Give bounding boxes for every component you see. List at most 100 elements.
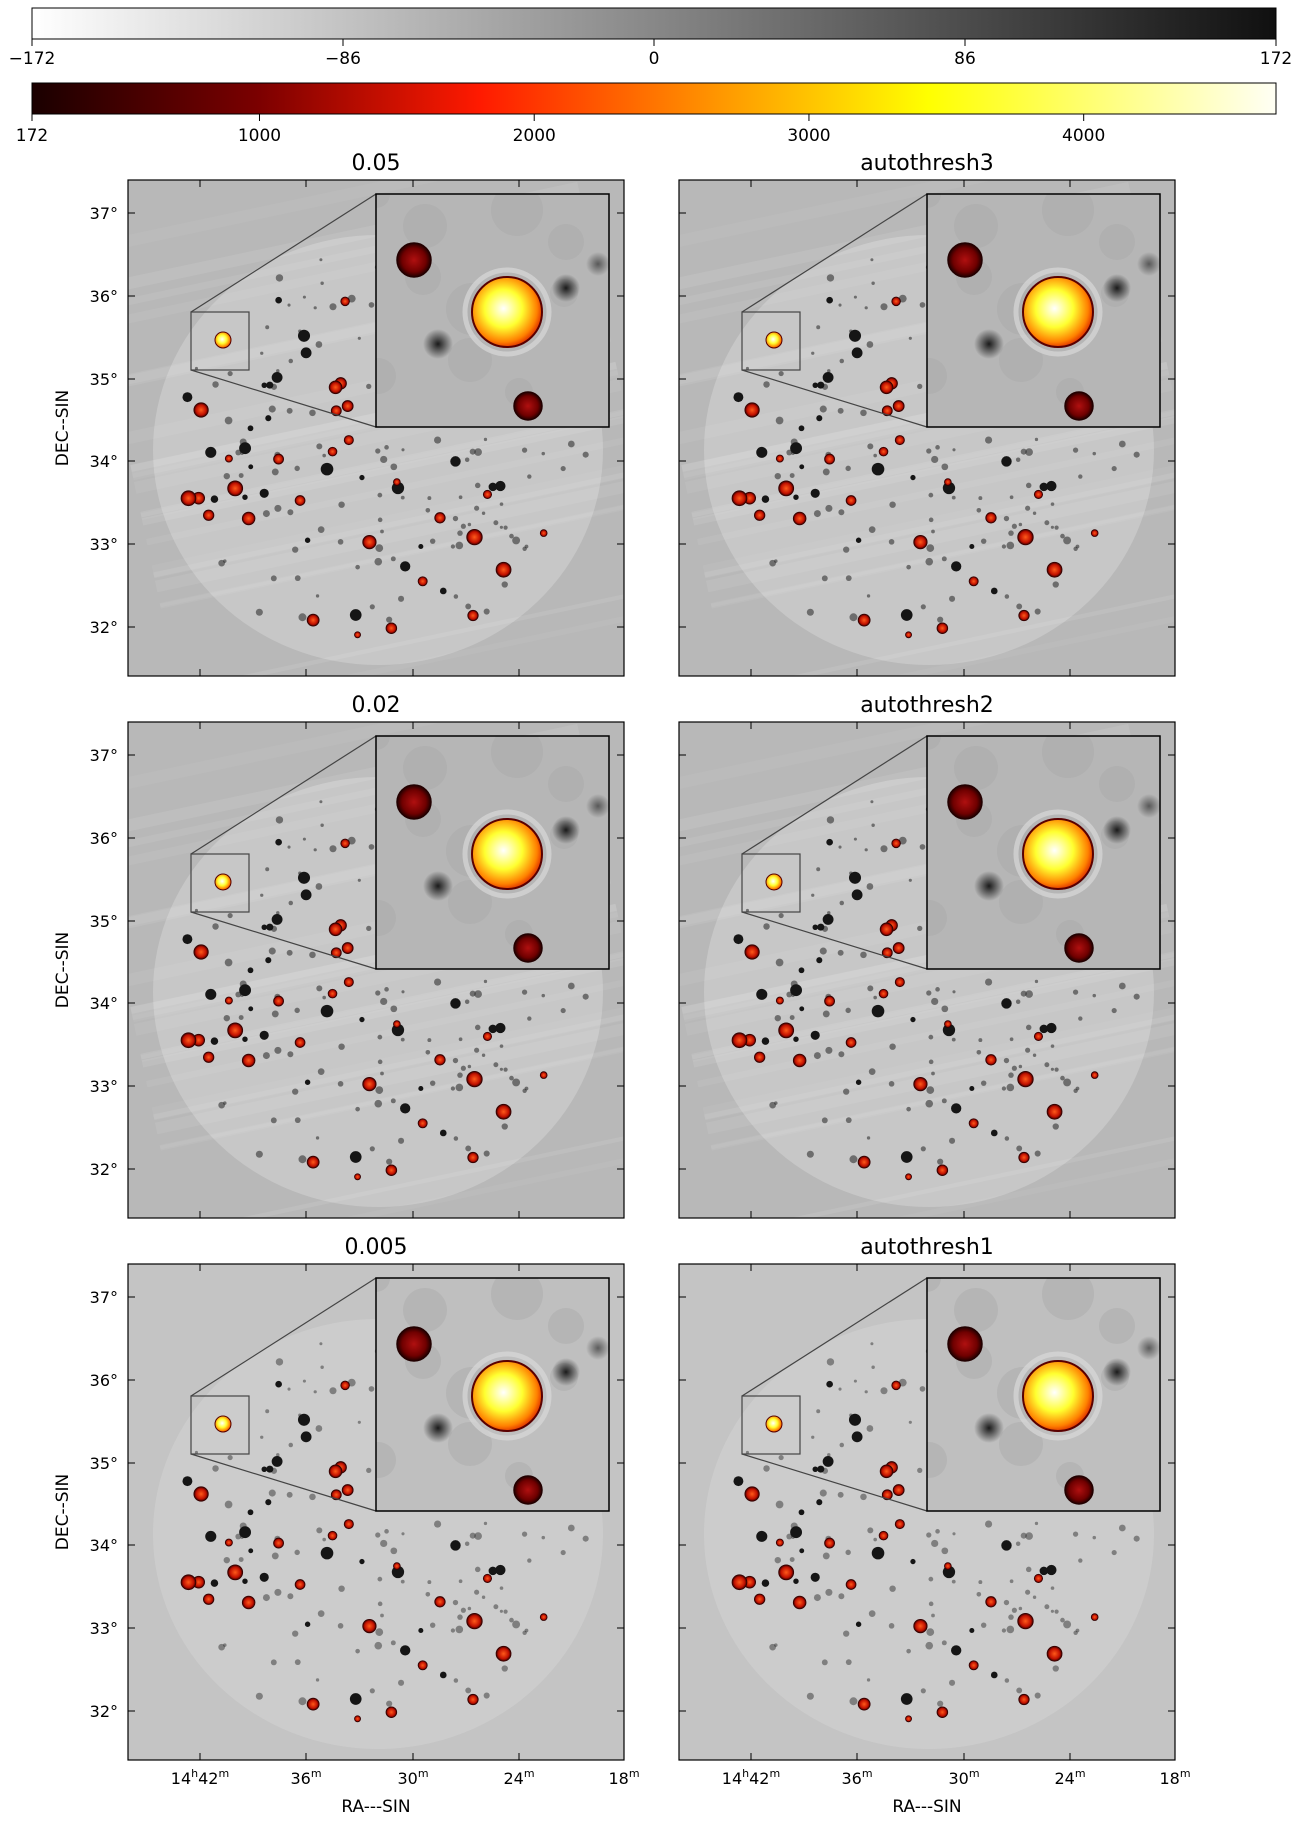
source-mark <box>450 1540 461 1551</box>
source-mark <box>242 1578 248 1584</box>
source-mark <box>810 1030 820 1040</box>
source-mark <box>871 1004 885 1018</box>
y-axis-label: DEC--SIN <box>53 1474 73 1551</box>
source-mark <box>985 1596 997 1608</box>
source-mark <box>466 1070 483 1088</box>
source-mark <box>894 435 905 446</box>
x-axis-label: RA---SIN <box>892 1797 961 1817</box>
source-mark <box>851 347 863 359</box>
source-mark <box>1046 1103 1063 1120</box>
source-mark <box>385 1164 398 1176</box>
source-mark <box>417 1118 428 1129</box>
source-mark <box>951 561 962 572</box>
source-mark <box>327 988 338 999</box>
source-mark <box>354 1173 361 1181</box>
source-mark <box>224 454 233 463</box>
inset-bright-source <box>471 818 543 890</box>
source-mark <box>482 1031 493 1041</box>
source-mark <box>418 1627 424 1634</box>
source-mark <box>495 561 512 578</box>
zoom-region-box <box>190 853 250 913</box>
source-mark <box>848 1413 862 1426</box>
inset-source <box>513 1475 543 1505</box>
source-mark <box>900 609 913 621</box>
source-mark <box>193 1486 209 1502</box>
source-mark <box>359 1558 365 1565</box>
source-mark <box>210 1579 219 1587</box>
source-mark <box>879 380 894 395</box>
source-mark <box>851 889 863 901</box>
source-mark <box>855 1079 862 1085</box>
source-mark <box>467 609 479 622</box>
source-mark <box>824 995 835 1007</box>
source-mark <box>1090 1613 1099 1621</box>
source-mark <box>951 1103 962 1114</box>
source-mark <box>969 543 975 550</box>
source-mark <box>297 1413 311 1426</box>
source-mark <box>968 576 979 587</box>
source-mark <box>450 456 461 467</box>
source-mark <box>810 1572 820 1582</box>
source-mark <box>193 944 209 960</box>
source-mark <box>417 576 428 587</box>
source-mark <box>879 1464 894 1479</box>
source-mark <box>1018 1693 1030 1706</box>
source-mark <box>327 1530 338 1541</box>
zoom-connector <box>741 911 928 970</box>
zoom-region-box <box>741 853 801 913</box>
source-mark <box>1018 609 1030 622</box>
source-mark <box>951 1645 962 1656</box>
source-mark <box>826 1380 833 1388</box>
zoom-connector <box>741 193 928 313</box>
source-mark <box>892 942 905 954</box>
source-mark <box>905 631 912 639</box>
inset-source <box>513 933 543 963</box>
bright-source <box>765 873 783 891</box>
source-mark <box>816 415 823 422</box>
source-mark <box>265 957 272 964</box>
y-tick-label: 36° <box>90 1371 118 1390</box>
source-mark <box>248 1006 254 1012</box>
zoom-region-box <box>190 311 250 371</box>
source-mark <box>488 1566 498 1576</box>
source-mark <box>266 381 274 389</box>
gray-colorbar-tick-label: 172 <box>1260 49 1292 69</box>
panel-3: 0.02 37° 36° 35° 34° 33° 32° DEC--SIN <box>53 693 625 1219</box>
source-mark <box>340 1380 350 1391</box>
source-mark <box>857 1155 871 1169</box>
source-mark <box>259 1030 269 1040</box>
source-mark <box>761 495 770 503</box>
source-mark <box>434 512 446 524</box>
source-mark <box>871 1546 885 1560</box>
source-mark <box>905 1715 912 1723</box>
source-mark <box>855 1621 862 1627</box>
source-mark <box>913 534 928 550</box>
source-mark <box>1001 998 1012 1009</box>
zoom-connector <box>741 1453 928 1512</box>
source-mark <box>1001 456 1012 467</box>
source-mark <box>761 1579 770 1587</box>
panel-title: autothresh3 <box>860 151 994 176</box>
source-mark <box>242 494 248 500</box>
zoom-region-box <box>190 1395 250 1455</box>
source-mark <box>812 924 819 930</box>
source-mark <box>817 923 825 931</box>
y-tick-label: 33° <box>90 535 118 554</box>
source-mark <box>273 995 284 1007</box>
source-mark <box>205 988 217 1000</box>
bright-source <box>214 1415 232 1433</box>
source-mark <box>271 371 283 383</box>
source-mark <box>878 446 889 457</box>
source-mark <box>275 296 282 304</box>
source-mark <box>271 913 283 925</box>
source-mark <box>239 1526 252 1539</box>
source-mark <box>733 934 744 945</box>
source-mark <box>488 482 498 492</box>
source-mark <box>265 415 272 422</box>
source-mark <box>756 446 768 458</box>
inset-source <box>396 784 432 820</box>
source-mark <box>297 871 311 884</box>
source-mark <box>210 495 219 503</box>
source-mark <box>968 1118 979 1129</box>
